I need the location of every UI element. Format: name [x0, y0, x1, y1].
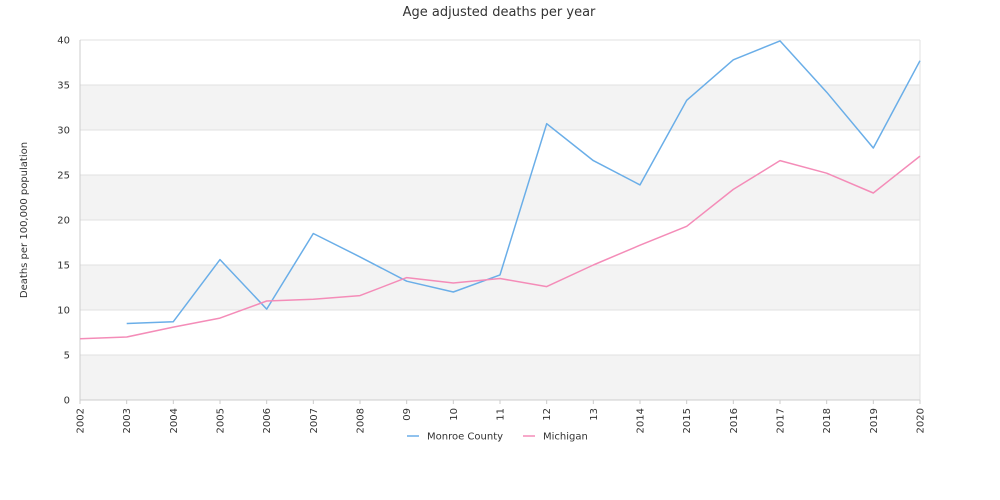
x-tick-label: 2008: [356, 408, 367, 433]
y-tick-label: 20: [57, 216, 70, 227]
y-tick-label: 35: [57, 81, 70, 92]
x-tick-label: 2002: [76, 408, 87, 433]
y-tick-label: 10: [57, 306, 70, 317]
x-tick-label: 2017: [776, 408, 787, 433]
x-tick-label: 09: [402, 408, 413, 421]
series-line: [126, 40, 921, 325]
grid-band: [80, 175, 920, 220]
y-tick-label: 5: [64, 351, 70, 362]
gridlines: [80, 39, 920, 401]
x-tick-labels: 2002 2003 2004 2005 2006 2007 2008 09 10 11 12 13 20…: [76, 400, 927, 433]
x-tick-label: 2006: [262, 408, 273, 433]
x-tick-label: 2005: [216, 408, 227, 433]
x-tick-label: 10: [449, 408, 460, 421]
x-tick-label: 2020: [916, 408, 927, 433]
series-lines: [79, 40, 921, 340]
x-tick-label: 2007: [309, 408, 320, 433]
x-tick-label: 2016: [729, 408, 740, 433]
legend-label: Michigan: [543, 432, 588, 443]
y-tick-label: 40: [57, 36, 70, 47]
legend-item[interactable]: Monroe County: [407, 432, 503, 443]
grid-band: [80, 265, 920, 310]
x-tick-label: 2018: [822, 408, 833, 433]
y-tick-label: 30: [57, 126, 70, 137]
x-tick-label: 12: [542, 408, 553, 421]
grid-band: [80, 355, 920, 400]
x-tick-label: 2019: [869, 408, 880, 433]
x-tick-label: 11: [496, 408, 507, 421]
legend-item[interactable]: Michigan: [523, 432, 588, 443]
legend: Monroe County Michigan: [407, 432, 588, 443]
y-axis-label: Deaths per 100,000 population: [19, 142, 30, 298]
series-line: [79, 155, 921, 340]
grid-bands: [80, 85, 920, 400]
legend-label: Monroe County: [427, 432, 503, 443]
y-tick-label: 0: [64, 396, 70, 407]
x-tick-label: 13: [589, 408, 600, 421]
y-tick-label: 15: [57, 261, 70, 272]
y-tick-labels: 0 5 10 15 20 25 30 35 40: [57, 36, 70, 407]
y-tick-label: 25: [57, 171, 70, 182]
grid-band: [80, 85, 920, 130]
x-tick-label: 2003: [122, 408, 133, 433]
x-tick-label: 2014: [636, 408, 647, 433]
chart-title: Age adjusted deaths per year: [403, 5, 596, 20]
x-tick-label: 2004: [169, 408, 180, 433]
x-tick-label: 2015: [682, 408, 693, 433]
